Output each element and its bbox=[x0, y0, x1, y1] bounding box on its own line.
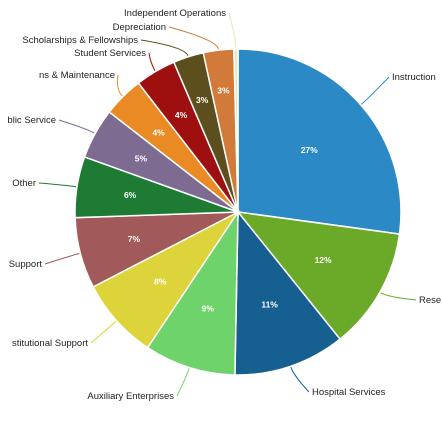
pie-label-student-services: Student Services bbox=[74, 48, 146, 59]
pie-percent-scholarships-and-fellowships: 3% bbox=[196, 95, 209, 105]
pie-label-auxiliary-enterprises: Auxiliary Enterprises bbox=[87, 391, 174, 402]
leader-line-instruction bbox=[361, 76, 390, 105]
leader-line-student-services bbox=[148, 52, 156, 71]
pie-slice-independent-operations bbox=[233, 48, 239, 213]
pie-label-academic-support: Support bbox=[9, 259, 43, 270]
pie-label-public-service: blic Service bbox=[7, 115, 56, 126]
leader-line-depreciation bbox=[168, 26, 219, 50]
leader-line-auxiliary-enterprises bbox=[176, 368, 190, 397]
category-labels: Instruction Rese Hospital Services Auxiliar… bbox=[7, 8, 441, 402]
pie-label-institutional-support: stitutional Support bbox=[12, 338, 88, 349]
pie-label-research: Rese bbox=[419, 295, 441, 306]
leader-line-other bbox=[38, 182, 77, 188]
pie-percent-institutional-support: 8% bbox=[154, 277, 167, 287]
leader-line-operations-and-maintenance bbox=[116, 74, 123, 97]
pie-label-independent-operations: Independent Operations bbox=[124, 8, 226, 19]
pie-percent-hospital-services: 11% bbox=[261, 300, 278, 310]
pie-slice-hospital-services bbox=[234, 209, 342, 376]
pie-label-operations-and-maintenance: ns & Maintenance bbox=[39, 70, 115, 81]
pie-label-other: Other bbox=[12, 178, 36, 189]
leader-lines bbox=[38, 12, 417, 397]
pie-slice-auxiliary-enterprises bbox=[146, 209, 239, 376]
pie-percent-depreciation: 3% bbox=[217, 86, 230, 96]
percent-labels: 27% 12% 11% 9% 8% 7% 6% 5% 4% 4% 3% 3% bbox=[124, 86, 332, 314]
pie-percent-academic-support: 7% bbox=[128, 234, 141, 244]
pie-percent-instruction: 27% bbox=[301, 145, 318, 155]
pie-slice-instruction bbox=[237, 48, 402, 235]
pie-percent-public-service: 5% bbox=[135, 154, 148, 164]
pie-percent-operations-and-maintenance: 4% bbox=[152, 127, 165, 137]
leader-line-institutional-support bbox=[90, 321, 117, 344]
leader-line-academic-support bbox=[44, 253, 80, 265]
pie-percent-other: 6% bbox=[124, 190, 137, 200]
pie-percent-student-services: 4% bbox=[175, 110, 188, 120]
leader-line-independent-operations bbox=[228, 12, 237, 49]
pie-label-depreciation: Depreciation bbox=[113, 22, 166, 33]
leader-line-scholarships-and-fellowships bbox=[140, 39, 189, 57]
pie-label-instruction: Instruction bbox=[392, 72, 436, 83]
pie-label-scholarships-and-fellowships: Scholarships & Fellowships bbox=[22, 35, 138, 46]
leader-line-hospital-services bbox=[290, 367, 310, 393]
pie-label-hospital-services: Hospital Services bbox=[312, 387, 386, 398]
pie-slices bbox=[74, 48, 402, 376]
pie-percent-auxiliary-enterprises: 9% bbox=[202, 303, 215, 313]
pie-percent-research: 12% bbox=[315, 255, 332, 265]
pie-slice-research bbox=[236, 211, 401, 341]
leader-line-public-service bbox=[58, 119, 95, 134]
leader-line-research bbox=[380, 292, 417, 301]
